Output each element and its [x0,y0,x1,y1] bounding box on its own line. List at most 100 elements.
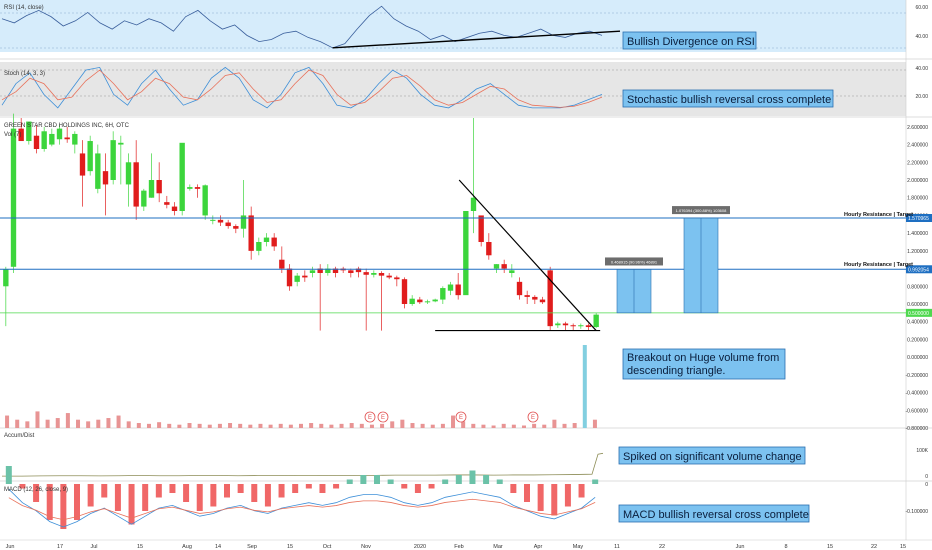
annotation-breakout: Breakout on Huge volume from descending … [622,348,786,380]
volume-bar [228,423,233,428]
volume-bar [55,418,60,428]
candle-body [294,275,300,282]
time-tick-label: Jul [90,544,97,550]
annotation-accum: Spiked on significant volume change [618,446,806,465]
time-tick-label: Nov [361,544,371,550]
candle-body [417,299,423,303]
candle-body [118,142,124,145]
volume-bar [319,423,324,428]
candle-body [447,284,454,291]
candle-body [240,215,247,229]
candle-body [593,314,599,328]
candle-body [539,299,546,303]
macd-histogram-bar [551,484,558,516]
candle-body [26,121,32,142]
candle-body [187,187,193,189]
candle-body [478,215,484,242]
time-tick-label: Mar [493,544,503,550]
candle-body [72,133,78,145]
volume-bar [582,345,587,428]
time-tick-label: Oct [323,544,332,550]
annotation-stoch-text: Stochastic bullish reversal cross comple… [627,94,831,106]
candle-body [486,242,492,256]
volume-bar [511,424,516,428]
current-price-tag-bg [906,308,932,317]
price-tick-label: 0.800000 [907,284,928,290]
price-tick-label: 1.400000 [907,231,928,237]
candle-body [501,264,507,269]
candle-body [10,128,17,267]
candle-body [49,133,55,145]
candle-body [371,273,377,275]
annotation-rsi-text: Bullish Divergence on RSI [627,36,755,48]
macd-histogram-bar [87,484,94,507]
volume-bar [35,411,40,428]
macd-histogram-bar [60,484,67,529]
volume-bar [106,418,111,428]
volume-bar [116,415,121,428]
candle-body [271,237,277,247]
candle-body [570,325,576,327]
macd-histogram-bar [114,484,121,511]
volume-bar [268,424,273,428]
rsi-tick-label: 40.00 [915,34,928,40]
macd-histogram-bar [428,484,435,489]
price-tick-label: -0.800000 [905,426,928,432]
candle-body [125,162,132,185]
candle-body [210,219,216,221]
time-tick-label: Feb [454,544,463,550]
candle-body [394,277,400,280]
volume-bar [542,424,547,428]
price-tick-label: 1.800000 [907,196,928,202]
candle-body [164,202,170,205]
price-tick-label: 0.600000 [907,302,928,308]
volume-bar [288,424,293,428]
candle-body [18,128,24,142]
rsi-divergence-line [332,30,621,49]
candle-body [102,171,109,185]
candle-body [524,295,530,297]
volume-bar [461,421,466,428]
macd-histogram-bar [74,484,80,520]
volume-bar [197,423,202,428]
candle-body [279,259,285,269]
volume-bar [481,424,486,428]
time-tick-label: Apr [534,544,543,550]
volume-bar [136,423,141,428]
earnings-event-label: E [381,415,385,421]
volume-bar [207,424,212,428]
time-tick-label: 17 [57,544,63,550]
candle-body [286,268,293,287]
accum-tick-label: 0 [925,474,928,480]
macd-histogram-bar [292,484,299,493]
time-tick-label: 15 [827,544,833,550]
candle-body [33,135,40,149]
volume-bar [471,423,476,428]
time-tick-label: 22 [659,544,665,550]
macd-histogram-bar [33,484,40,502]
earnings-event-label: E [531,415,535,421]
macd-pane-label: MACD (12, 26, close, 9) [4,487,68,493]
candle-body [248,215,254,251]
candle-body [363,272,369,275]
price-tick-label: 0.200000 [907,337,928,343]
candle-body [470,197,477,211]
macd-histogram-bar [196,484,203,511]
macd-histogram-bar [387,479,394,484]
stoch-tick-label: 40.00 [915,66,928,72]
time-tick-label: May [573,544,584,550]
macd-histogram-bar [564,484,571,507]
annotation-rsi: Bullish Divergence on RSI [622,31,757,50]
time-tick-label: 15 [287,544,293,550]
candle-body [555,323,561,326]
macd-histogram-bar [319,484,326,493]
macd-histogram-bar [360,475,367,484]
macd-histogram-bar [455,475,462,484]
time-tick-label: 11 [614,544,620,550]
candle-body [348,270,354,273]
annotation-breakout-line1: Breakout on Huge volume from [627,352,779,364]
macd-histogram-bar [401,484,408,489]
price-tick-label: -0.600000 [905,408,928,414]
price-tick-label: -0.400000 [905,391,928,397]
